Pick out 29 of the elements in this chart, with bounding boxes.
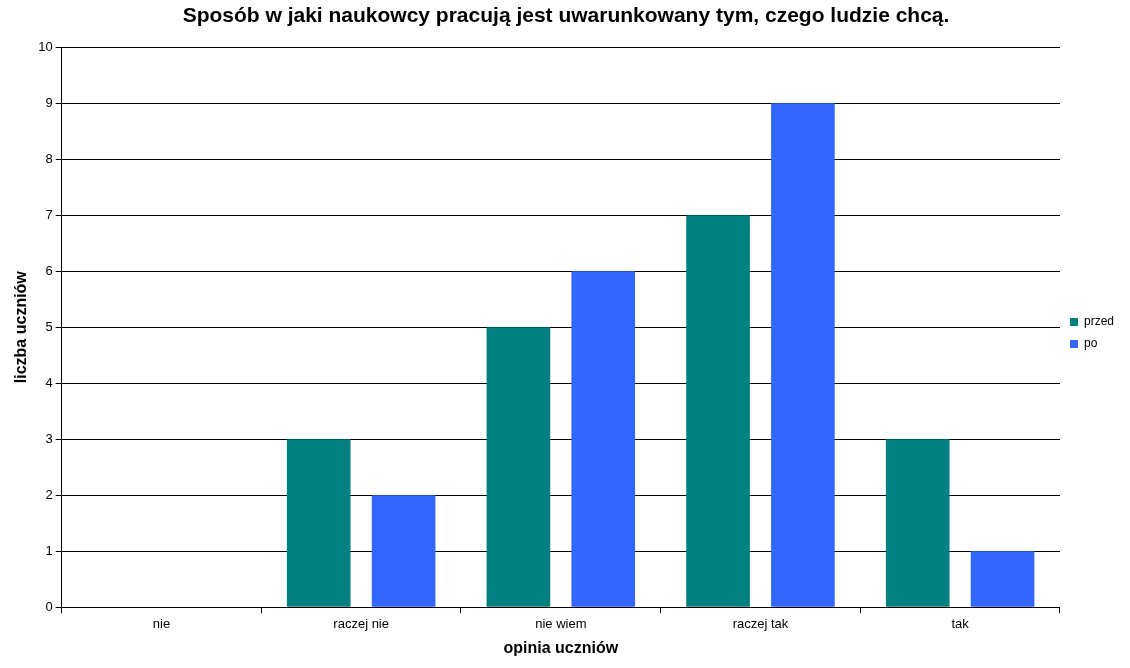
x-tick-label: nie [152,615,171,631]
y-tick-label: 1 [45,542,53,558]
legend-label: przed [1083,314,1115,329]
bar [885,439,950,607]
y-axis-title: liczba uczniów [12,270,30,384]
bar [486,327,551,607]
bar [571,271,636,607]
y-tick-label: 7 [45,206,53,222]
legend-label: po [1083,336,1098,351]
bar [286,439,351,607]
y-tick-label: 0 [45,598,53,614]
x-tick-label: tak [951,615,970,631]
x-tick-label: nie wiem [535,615,587,631]
x-tick-label: raczej tak [732,615,789,631]
y-tick-label: 9 [45,94,53,110]
y-tick-label: 2 [45,486,53,502]
y-tick-label: 8 [45,150,53,166]
y-tick-label: 5 [45,318,53,334]
bar [970,551,1035,607]
x-tick-label: raczej nie [333,615,389,631]
x-axis-title: opinia uczniów [503,638,619,656]
y-tick-label: 10 [38,38,53,54]
y-tick-label: 6 [45,262,53,278]
y-tick-label: 3 [45,430,53,446]
y-tick-label: 4 [45,374,53,390]
chart-title: Sposób w jaki naukowcy pracują jest uwarunkowany tym, czego ludzie chcą. [182,3,950,27]
bar [686,215,750,607]
bar [771,103,835,607]
bar [371,495,436,607]
